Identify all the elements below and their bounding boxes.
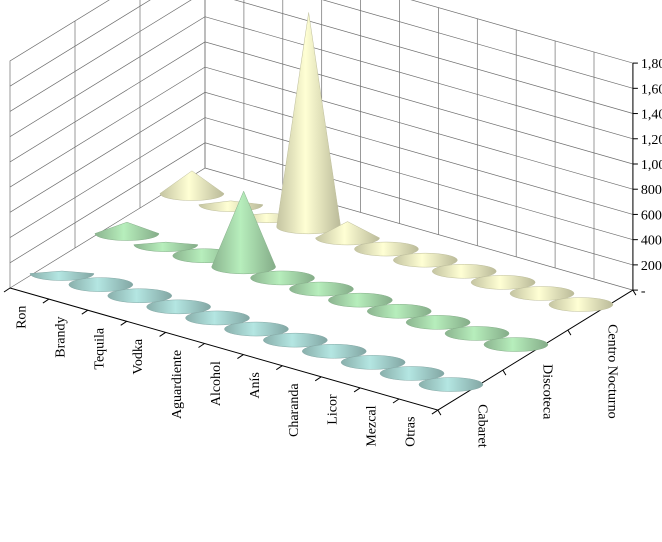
value-tick-label: 200 (641, 259, 662, 274)
cone-mezcal-0 (379, 366, 445, 381)
value-tick-label: 800 (641, 183, 662, 198)
series-tick (632, 289, 637, 296)
cone-anís-1 (328, 292, 393, 308)
value-axis-ticks: - 200 400 600 800 1,000 1,200 1,400 1,600 1,800 (632, 57, 662, 299)
cone-ron-1 (94, 221, 160, 241)
chart-cones (29, 12, 614, 392)
category-label: Licor (326, 394, 341, 425)
cone-aguardiente-2 (315, 221, 380, 246)
cone-licor-0 (340, 355, 406, 370)
series-tick (437, 409, 442, 416)
category-tick (353, 387, 361, 393)
series-label: Discoteca (539, 364, 554, 420)
category-tick (120, 320, 127, 326)
category-tick (314, 376, 322, 382)
category-label: Ron (14, 306, 29, 329)
series-labels: Cabaret Discoteca Centro Nocturno (474, 324, 619, 448)
category-label: Tequila (92, 327, 107, 370)
cone-mezcal-1 (444, 326, 510, 341)
value-tick-label: 1,800 (641, 57, 662, 72)
cone-otras-1 (483, 337, 549, 352)
cone-vodka-0 (146, 299, 211, 315)
cone-charanda-1 (367, 304, 432, 319)
cone-vodka-2 (276, 12, 341, 235)
cone-brandy-1 (133, 241, 199, 252)
category-tick (42, 298, 50, 304)
cone-licor-2 (470, 275, 536, 290)
category-labels: Ron Brandy Tequila Vodka Aguardiente Alcohol A… (14, 306, 418, 447)
category-label: Vodka (131, 338, 146, 374)
cone-vodka-1 (211, 190, 276, 275)
category-tick (276, 365, 283, 371)
cone-alcohol-2 (354, 241, 419, 257)
category-label: Brandy (53, 317, 68, 358)
category-tick (159, 331, 166, 337)
cone-charanda-2 (432, 264, 497, 279)
value-tick-label: 1,000 (641, 158, 662, 173)
cone-brandy-2 (198, 200, 264, 212)
series-tick (502, 369, 507, 376)
value-tick-label: 600 (641, 208, 662, 223)
category-tick (3, 287, 11, 293)
cone-alcohol-1 (289, 281, 354, 297)
cone-otras-2 (548, 297, 614, 312)
series-tick (567, 329, 572, 336)
cone-aguardiente-1 (250, 270, 315, 286)
value-tick-label: 1,200 (641, 133, 662, 148)
cone-charanda-0 (302, 344, 367, 359)
category-tick (392, 398, 400, 404)
cone-licor-1 (405, 315, 471, 330)
value-tick-label: 400 (641, 234, 662, 249)
category-tick (198, 343, 205, 348)
category-label: Alcohol (209, 361, 224, 406)
cone-aguardiente-0 (185, 310, 250, 326)
category-label: Otras (403, 417, 418, 447)
cone-alcohol-0 (224, 321, 289, 337)
chart-walls (3, 0, 637, 416)
cone-anís-0 (263, 332, 328, 348)
value-tick-label: 1,400 (641, 108, 662, 123)
category-label: Aguardiente (170, 350, 185, 419)
category-tick (237, 354, 244, 360)
category-label: Charanda (287, 383, 302, 437)
value-tick-label: - (641, 284, 646, 299)
cone-anís-2 (393, 252, 458, 268)
cone-tequila-0 (107, 288, 172, 303)
series-label: Cabaret (474, 404, 489, 448)
cone-ron-0 (29, 270, 95, 281)
cone-otras-0 (418, 377, 484, 392)
category-tick (81, 309, 89, 315)
category-label: Mezcal (365, 405, 380, 446)
cone-mezcal-2 (509, 286, 575, 301)
cone-ron-2 (159, 170, 225, 201)
value-tick-label: 1,600 (641, 82, 662, 97)
category-tick (431, 409, 439, 415)
category-label: Anís (248, 372, 263, 398)
series-label: Centro Nocturno (604, 324, 619, 418)
cone-brandy-0 (68, 277, 134, 292)
